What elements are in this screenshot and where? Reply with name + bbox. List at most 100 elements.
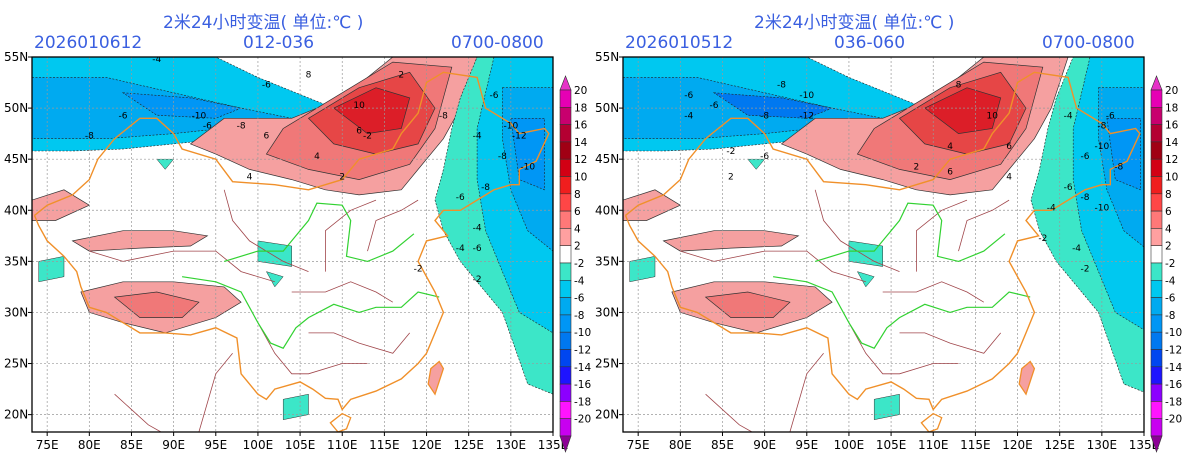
colorbar-label: -16 [1165, 379, 1182, 391]
hainan-coast [329, 412, 352, 432]
colorbar-band [1150, 176, 1163, 195]
colorbar-under-arrow [559, 435, 572, 453]
hainan-coast [920, 412, 943, 432]
colorbar-band [1150, 89, 1163, 108]
colorbar-label: 2 [574, 241, 581, 253]
colorbar-band [1150, 279, 1163, 298]
province-boundary [291, 281, 394, 303]
contour-label: -10 [520, 162, 535, 172]
contour-label: 8 [956, 81, 962, 91]
province-boundary [882, 281, 985, 303]
country-border [33, 71, 550, 411]
init-time: 2026010512 [625, 33, 734, 53]
contour-label: -2 [473, 275, 482, 285]
contour-label: 6 [263, 132, 269, 142]
province-boundary [223, 189, 309, 272]
lat-label: 20N [4, 408, 28, 422]
contour-label: 4 [314, 152, 320, 162]
province-boundary [958, 199, 1010, 252]
lon-label: 130E [496, 438, 527, 452]
init-time: 2026010612 [34, 33, 143, 53]
colorbar-label: -10 [1165, 327, 1182, 339]
colorbar-band [559, 193, 572, 212]
colorbar-label: -18 [1165, 396, 1182, 408]
contour-label: 6 [947, 168, 953, 178]
colorbar-label: 20 [1165, 85, 1178, 97]
contour-label: -2 [726, 147, 735, 157]
colorbar-label: -12 [574, 345, 591, 357]
lon-label: 90E [162, 438, 185, 452]
province-boundary [114, 393, 162, 432]
contour-label: -6 [119, 111, 128, 121]
taiwan-coast [427, 360, 445, 396]
colorbar-band [559, 176, 572, 195]
lon-label: 135E [538, 438, 569, 452]
plot-frame [622, 56, 1145, 433]
lon-label: 85E [120, 438, 143, 452]
contour-label: -12 [799, 111, 814, 121]
contour-label: -6 [760, 152, 769, 162]
map-plot: -6-4-6-8-10-12-8-6-2246810642-4-6-8-10-8… [595, 50, 1182, 453]
province-boundary [848, 322, 959, 375]
cold-region [121, 92, 243, 119]
plot-frame [31, 56, 554, 433]
colorbar-label: -20 [1165, 414, 1182, 426]
yangtze-river [773, 276, 1031, 349]
lat-label: 35N [4, 254, 28, 268]
colorbar-label: 12 [1165, 154, 1178, 166]
contour-label: -8 [498, 152, 507, 162]
contour-label: 2 [914, 162, 920, 172]
colorbar-band [559, 158, 572, 177]
contour-label: -6 [456, 193, 465, 203]
contour-label: 2 [339, 173, 345, 183]
province-boundary [899, 332, 1002, 354]
warm-region [924, 87, 1002, 134]
colorbar-label: -20 [574, 414, 591, 426]
forecast-range: 036-060 [834, 33, 906, 53]
contour-label: -4 [1072, 244, 1081, 254]
lon-label: 135E [1129, 438, 1160, 452]
colorbar-band [1150, 107, 1163, 125]
cold-region [1106, 118, 1141, 191]
colorbar-band [559, 418, 572, 437]
colorbar-label: -10 [574, 327, 591, 339]
lon-label: 90E [753, 438, 776, 452]
colorbar-band [559, 245, 572, 264]
colorbar-label: 16 [574, 120, 588, 132]
colorbar-band [1150, 158, 1163, 177]
colorbar-band [1150, 297, 1163, 316]
colorbar-band [559, 141, 572, 160]
colorbar-band [1150, 193, 1163, 212]
lon-label: 75E [627, 438, 650, 452]
lon-label: 95E [795, 438, 818, 452]
colorbar-band [559, 349, 572, 368]
lon-label: 95E [204, 438, 227, 452]
lon-label: 130E [1087, 438, 1118, 452]
colorbar-label: -14 [574, 362, 591, 374]
province-boundary [198, 353, 233, 432]
lat-label: 50N [595, 101, 619, 115]
colorbar-band [559, 314, 572, 333]
contour-label: -4 [473, 224, 482, 234]
lat-label: 45N [595, 152, 619, 166]
colorbar-band [559, 89, 572, 108]
colorbar-band [1150, 210, 1163, 229]
province-boundary [89, 250, 275, 283]
contour-label: -8 [439, 111, 448, 121]
contour-label: -8 [237, 122, 246, 132]
colorbar-band [1150, 245, 1163, 264]
lon-label: 105E [285, 438, 316, 452]
warm-region [113, 291, 200, 318]
colorbar-band [1150, 349, 1163, 368]
colorbar-label: 14 [574, 137, 588, 149]
map-panel-right: 2米24小时变温( 单位:℃ ) 2026010512 036-060 0700… [591, 0, 1182, 465]
lon-label: 110E [918, 438, 949, 452]
lon-label: 100E [834, 438, 865, 452]
colorbar-band [559, 228, 572, 246]
colorbar-label: -2 [574, 258, 584, 270]
lat-label: 40N [595, 203, 619, 217]
lon-label: 120E [1002, 438, 1033, 452]
lon-label: 80E [78, 438, 101, 452]
contour-label: 10 [987, 111, 999, 121]
colorbar-band [559, 366, 572, 385]
